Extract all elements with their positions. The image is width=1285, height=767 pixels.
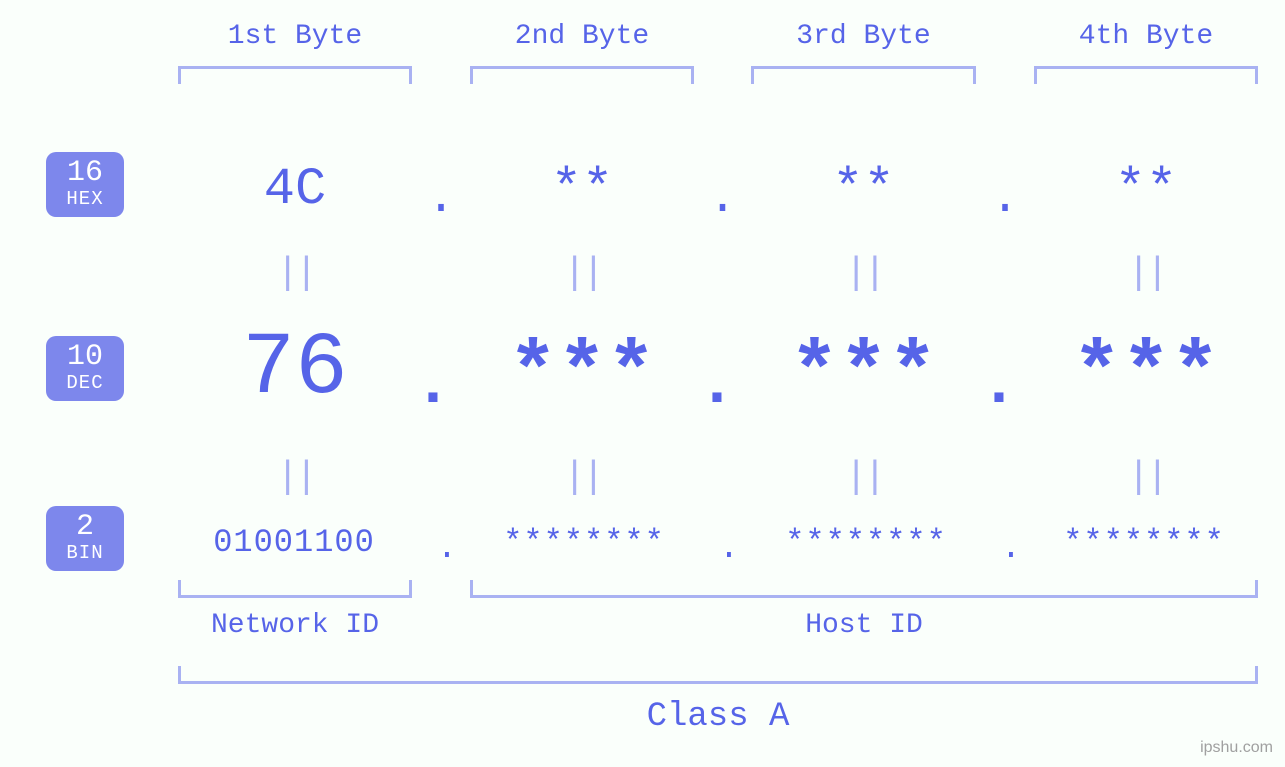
header-byte-1: 1st Byte	[178, 21, 412, 52]
host-id-label: Host ID	[470, 610, 1258, 641]
badge-dec: 10 DEC	[46, 336, 124, 401]
dec-dot-1: .	[396, 350, 470, 422]
eq-dec-bin-1: ||	[178, 456, 412, 499]
dec-dot-3: .	[962, 350, 1036, 422]
class-bracket	[178, 666, 1258, 684]
hex-byte-1: 4C	[178, 160, 412, 219]
badge-dec-abbr: DEC	[46, 374, 124, 394]
top-bracket-4	[1034, 66, 1258, 84]
eq-hex-dec-3: ||	[751, 252, 976, 295]
dec-byte-3: ***	[751, 328, 976, 421]
header-byte-2: 2nd Byte	[470, 21, 694, 52]
dec-byte-1: 76	[178, 320, 412, 419]
badge-dec-num: 10	[46, 342, 124, 374]
eq-hex-dec-1: ||	[178, 252, 412, 295]
host-bracket	[470, 580, 1258, 598]
header-byte-4: 4th Byte	[1034, 21, 1258, 52]
header-byte-3: 3rd Byte	[751, 21, 976, 52]
dec-byte-4: ***	[1034, 328, 1258, 421]
hex-dot-2: .	[694, 172, 751, 226]
class-label: Class A	[178, 698, 1258, 736]
ip-diagram: 1st Byte 2nd Byte 3rd Byte 4th Byte 16 H…	[0, 0, 1285, 767]
bin-byte-3: ********	[736, 524, 996, 561]
eq-hex-dec-2: ||	[470, 252, 694, 295]
badge-hex: 16 HEX	[46, 152, 124, 217]
badge-bin-num: 2	[46, 512, 124, 544]
badge-bin: 2 BIN	[46, 506, 124, 571]
hex-dot-3: .	[976, 172, 1034, 226]
eq-hex-dec-4: ||	[1034, 252, 1258, 295]
badge-hex-abbr: HEX	[46, 190, 124, 210]
bin-byte-2: ********	[454, 524, 714, 561]
hex-byte-4: **	[1034, 160, 1258, 219]
eq-dec-bin-4: ||	[1034, 456, 1258, 499]
network-bracket	[178, 580, 412, 598]
dec-byte-2: ***	[470, 328, 694, 421]
eq-dec-bin-3: ||	[751, 456, 976, 499]
hex-dot-1: .	[412, 172, 470, 226]
network-id-label: Network ID	[178, 610, 412, 641]
hex-byte-3: **	[751, 160, 976, 219]
bin-byte-1: 01001100	[164, 524, 424, 561]
badge-bin-abbr: BIN	[46, 544, 124, 564]
top-bracket-3	[751, 66, 976, 84]
hex-byte-2: **	[470, 160, 694, 219]
watermark: ipshu.com	[1200, 739, 1273, 757]
top-bracket-1	[178, 66, 412, 84]
bin-byte-4: ********	[1014, 524, 1274, 561]
dec-dot-2: .	[680, 350, 754, 422]
eq-dec-bin-2: ||	[470, 456, 694, 499]
badge-hex-num: 16	[46, 158, 124, 190]
top-bracket-2	[470, 66, 694, 84]
